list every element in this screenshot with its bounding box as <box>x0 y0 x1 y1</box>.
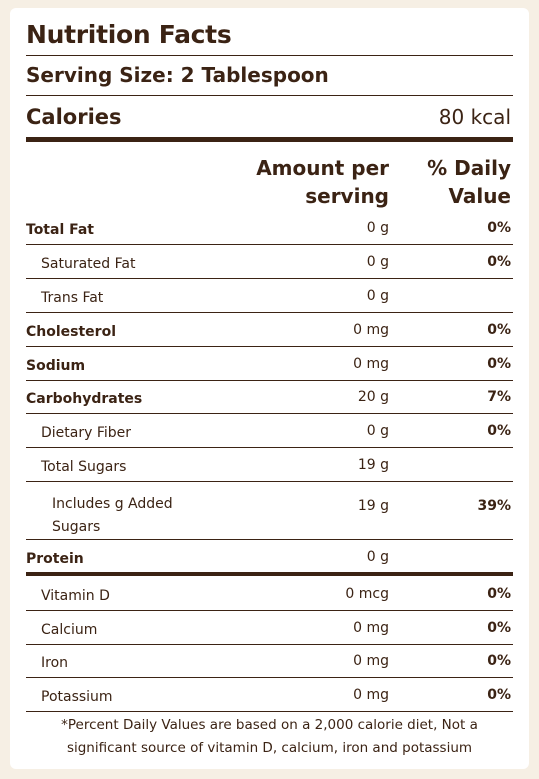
vitamin-label: Calcium <box>41 622 98 638</box>
calories-label: Calories <box>26 105 122 129</box>
daily-value-header: % Daily Value <box>427 156 511 208</box>
nutrient-row-sodium: Sodium 0 mg 0% <box>26 346 513 381</box>
nutrient-amount: 0 g <box>366 220 389 236</box>
vitamin-row-potassium: Potassium 0 mg 0% <box>26 677 513 712</box>
nutrient-amount: 20 g <box>357 389 389 405</box>
serving-size: Serving Size: 2 Tablespoon <box>26 63 329 87</box>
vitamin-row-calcium: Calcium 0 mg 0% <box>26 610 513 645</box>
nutrition-title: Nutrition Facts <box>26 20 232 49</box>
nutrient-dv: 7% <box>487 389 511 405</box>
nutrient-row-total-sugars: Total Sugars 19 g <box>26 447 513 482</box>
footnote: *Percent Daily Values are based on a 2,0… <box>61 717 478 756</box>
vitamin-row-iron: Iron 0 mg 0% <box>26 644 513 678</box>
nutrient-dv: 0% <box>487 220 511 236</box>
nutrient-label: Protein <box>26 551 84 567</box>
nutrient-row-dietary-fiber: Dietary Fiber 0 g 0% <box>26 413 513 448</box>
nutrient-label: Cholesterol <box>26 324 116 340</box>
nutrient-label: Carbohydrates <box>26 391 143 407</box>
column-headers: Amount per serving % Daily Value <box>26 154 513 214</box>
nutrient-label: Saturated Fat <box>41 256 136 272</box>
vitamin-amount: 0 mg <box>353 687 389 703</box>
nutrient-amount: 19 g <box>357 498 389 514</box>
thick-divider <box>26 137 513 142</box>
nutrient-label: Total Sugars <box>41 459 127 475</box>
nutrient-label: Total Fat <box>26 222 95 238</box>
divider <box>26 55 513 56</box>
vitamin-label: Vitamin D <box>41 588 110 604</box>
nutrient-amount: 19 g <box>357 457 389 473</box>
vitamin-dv: 0% <box>487 687 511 703</box>
nutrient-row-trans-fat: Trans Fat 0 g <box>26 278 513 313</box>
nutrient-amount: 0 g <box>366 254 389 270</box>
nutrient-dv: 39% <box>477 498 511 514</box>
nutrient-row-total-fat: Total Fat 0 g 0% <box>26 210 513 245</box>
vitamin-amount: 0 mcg <box>345 586 389 602</box>
nutrient-amount: 0 mg <box>353 356 389 372</box>
calories-value: 80 kcal <box>438 105 511 129</box>
vitamin-label: Iron <box>41 655 69 671</box>
vitamin-amount: 0 mg <box>353 653 389 669</box>
nutrient-row-carbohydrates: Carbohydrates 20 g 7% <box>26 380 513 414</box>
nutrient-row-cholesterol: Cholesterol 0 mg 0% <box>26 312 513 347</box>
nutrient-dv: 0% <box>487 254 511 270</box>
nutrient-amount: 0 g <box>366 423 389 439</box>
nutrient-row-protein: Protein 0 g <box>26 539 513 573</box>
vitamin-row-vitamin-d: Vitamin D 0 mcg 0% <box>26 576 513 611</box>
vitamin-label: Potassium <box>41 689 113 705</box>
nutrient-row-saturated-fat: Saturated Fat 0 g 0% <box>26 244 513 279</box>
vitamin-dv: 0% <box>487 620 511 636</box>
vitamin-dv: 0% <box>487 653 511 669</box>
vitamin-dv: 0% <box>487 586 511 602</box>
vitamin-amount: 0 mg <box>353 620 389 636</box>
nutrient-dv: 0% <box>487 423 511 439</box>
nutrient-label: Sodium <box>26 358 86 374</box>
nutrient-label: Trans Fat <box>41 290 104 306</box>
nutrition-facts-card: Nutrition Facts Serving Size: 2 Tablespo… <box>10 8 529 769</box>
nutrient-dv: 0% <box>487 356 511 372</box>
divider <box>26 95 513 96</box>
nutrient-label: Dietary Fiber <box>41 425 132 441</box>
nutrient-amount: 0 g <box>366 549 389 565</box>
nutrient-label: Includes g Added Sugars <box>52 496 173 535</box>
nutrient-amount: 0 g <box>366 288 389 304</box>
nutrient-dv: 0% <box>487 322 511 338</box>
calories-row: Calories 80 kcal <box>26 102 513 132</box>
amount-per-serving-header: Amount per serving <box>256 156 389 208</box>
nutrient-amount: 0 mg <box>353 322 389 338</box>
thick-divider <box>26 572 513 576</box>
nutrient-row-added-sugars: Includes g Added Sugars 19 g 39% <box>26 481 513 540</box>
